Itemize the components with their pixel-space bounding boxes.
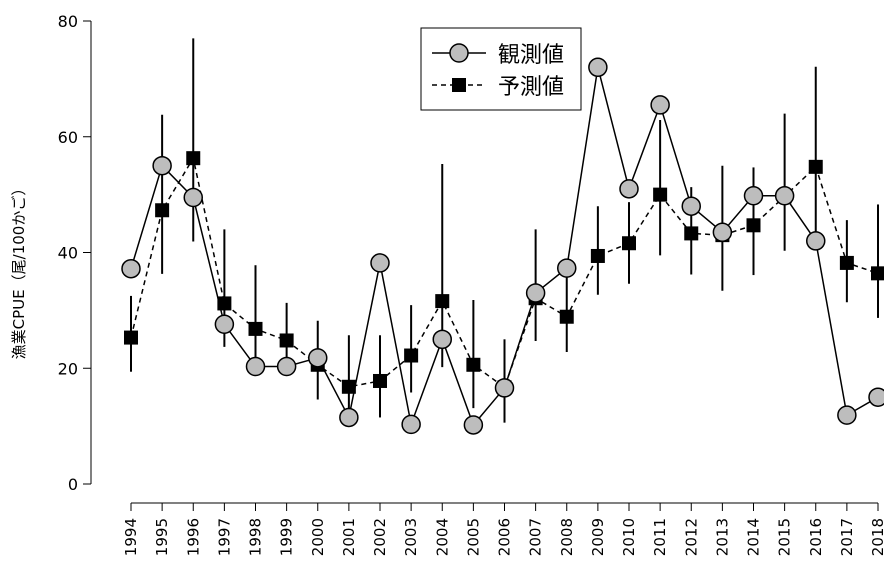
- x-tick-label: 2016: [807, 518, 825, 556]
- x-tick-label: 2012: [682, 518, 700, 556]
- predicted-point: [808, 159, 823, 174]
- observed-point: [183, 187, 203, 208]
- predicted-point: [622, 236, 636, 251]
- x-tick-label: 2005: [464, 518, 482, 556]
- y-axis: 0 20 40 60 80 漁業CPUE（尾/100かご）: [10, 12, 92, 494]
- x-tick-label: 2013: [713, 518, 731, 556]
- observed-point: [245, 356, 266, 377]
- x-tick-label: 2004: [433, 518, 451, 556]
- predicted-point: [839, 255, 854, 270]
- x-tick-label: 1994: [122, 518, 140, 556]
- x-tick-label: 1999: [278, 518, 296, 556]
- predicted-point: [186, 151, 201, 166]
- legend-box: [420, 27, 582, 111]
- predicted-point: [373, 373, 387, 388]
- predicted-point: [435, 294, 450, 309]
- x-tick-label: 2011: [651, 518, 669, 556]
- predicted-point: [590, 248, 605, 263]
- predicted-point: [466, 357, 481, 372]
- observed-point: [214, 314, 235, 335]
- observed-point: [339, 407, 359, 428]
- legend-marker-predicted: [452, 78, 466, 92]
- observed-point: [619, 179, 639, 199]
- x-ticks: 1994 1995 1996 1997 1998 1999 2000 2001 2002 2003…: [122, 503, 884, 556]
- x-tick-label: 2015: [776, 518, 794, 556]
- y-tick-label: 40: [58, 244, 78, 263]
- x-tick-label: 2014: [745, 518, 763, 556]
- predicted-point: [155, 203, 170, 218]
- legend: 観測値 予測値: [420, 27, 582, 111]
- markers: [121, 57, 884, 435]
- observed-point: [557, 258, 577, 278]
- x-tick-label: 2001: [340, 518, 358, 556]
- predicted-point: [217, 296, 232, 311]
- observed-point: [494, 378, 515, 398]
- observed-point: [743, 186, 764, 206]
- predicted-point: [341, 379, 356, 394]
- x-tick-label: 2008: [558, 518, 576, 556]
- predicted-point: [248, 321, 263, 336]
- x-tick-label: 2018: [869, 518, 884, 556]
- x-tick-label: 1996: [184, 518, 202, 556]
- observed-point: [370, 253, 390, 273]
- x-tick-label: 1995: [153, 518, 171, 556]
- observed-point: [650, 95, 670, 115]
- predicted-point: [279, 333, 294, 348]
- y-axis-label: 漁業CPUE（尾/100かご）: [10, 181, 28, 360]
- x-tick-label: 2017: [838, 518, 856, 556]
- y-tick-label: 20: [58, 359, 78, 378]
- observed-point: [712, 222, 733, 242]
- observed-point: [588, 57, 608, 78]
- y-tick-label: 0: [68, 475, 78, 494]
- x-tick-label: 2003: [402, 518, 420, 556]
- observed-point: [806, 231, 826, 251]
- observed-point: [525, 283, 546, 303]
- predicted-point: [684, 226, 699, 241]
- x-tick-label: 1998: [247, 518, 265, 556]
- observed-point: [121, 258, 141, 279]
- observed-point: [152, 155, 172, 176]
- observed-point: [463, 415, 484, 435]
- x-tick-label: 2002: [371, 518, 389, 556]
- observed-point: [681, 196, 701, 216]
- observed-point: [401, 414, 421, 435]
- observed-point: [837, 405, 857, 425]
- predicted-point: [746, 218, 761, 233]
- predicted-point: [404, 348, 419, 363]
- y-tick-label: 80: [58, 12, 78, 31]
- predicted-point: [124, 330, 138, 345]
- observed-point: [276, 356, 297, 377]
- y-ticks: 0 20 40 60 80: [58, 12, 91, 494]
- x-tick-label: 2006: [496, 518, 514, 556]
- observed-point: [868, 387, 884, 407]
- observed-point: [774, 186, 795, 206]
- x-tick-label: 2010: [620, 518, 638, 556]
- x-tick-label: 2007: [527, 518, 545, 556]
- x-axis: 1994 1995 1996 1997 1998 1999 2000 2001 2002 2003…: [122, 502, 884, 556]
- observed-point: [432, 329, 452, 350]
- predicted-point: [871, 266, 884, 281]
- x-tick-label: 2000: [309, 518, 327, 556]
- legend-marker-observed: [449, 43, 469, 63]
- observed-point: [308, 348, 328, 368]
- legend-label-predicted: 予測値: [498, 75, 564, 100]
- predicted-point: [653, 187, 668, 202]
- y-tick-label: 60: [58, 128, 78, 147]
- x-tick-label: 2009: [589, 518, 607, 556]
- predicted-point: [559, 309, 574, 324]
- legend-label-observed: 観測値: [498, 43, 564, 68]
- x-tick-label: 1997: [215, 518, 233, 556]
